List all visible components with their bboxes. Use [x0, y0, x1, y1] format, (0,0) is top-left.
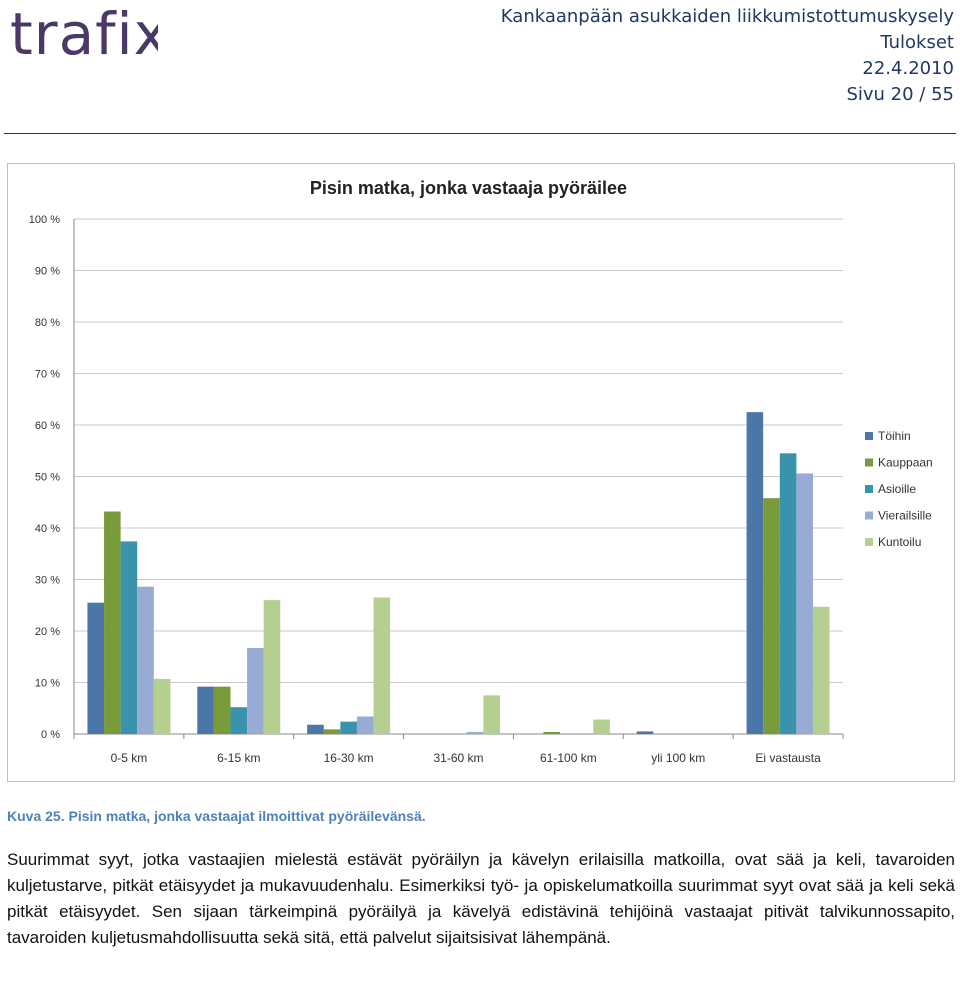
bar [763, 498, 780, 734]
x-tick-label: 6-15 km [217, 751, 260, 765]
legend-label: Vierailsille [878, 509, 932, 523]
y-tick-label: 50 % [35, 472, 60, 484]
legend-label: Kuntoilu [878, 535, 921, 549]
bar [247, 647, 264, 734]
bar [356, 716, 374, 734]
x-tick-label: yli 100 km [651, 751, 705, 765]
bar [746, 412, 764, 734]
body-paragraph: Suurimmat syyt, jotka vastaajien mielest… [7, 847, 955, 951]
legend-swatch [865, 511, 873, 520]
document-date: 22.4.2010 [862, 58, 954, 79]
x-tick-label: 31-60 km [433, 751, 483, 765]
page-number: Sivu 20 / 55 [846, 84, 954, 105]
y-tick-label: 0 % [41, 729, 60, 741]
paragraph-text: Suurimmat syyt, jotka vastaajien mielest… [7, 850, 955, 947]
document-title: Kankaanpään asukkaiden liikkumistottumus… [500, 6, 954, 27]
x-tick-label: 0-5 km [111, 751, 148, 765]
legend-swatch [865, 538, 873, 546]
x-tick-label: 16-30 km [324, 751, 374, 765]
bar [120, 541, 138, 734]
bar [340, 721, 357, 734]
bar [197, 686, 214, 734]
chart-frame: Pisin matka, jonka vastaaja pyöräilee 0 %… [7, 163, 955, 782]
bar [104, 511, 121, 734]
bar [307, 724, 324, 734]
x-tick-label: Ei vastausta [755, 751, 821, 765]
bar [230, 707, 248, 734]
chart-title: Pisin matka, jonka vastaaja pyöräilee [310, 178, 627, 198]
y-tick-label: 100 % [29, 214, 60, 226]
document-header: Kankaanpään asukkaiden liikkumistottumus… [501, 4, 954, 108]
y-tick-label: 10 % [35, 678, 60, 690]
bar-chart: Pisin matka, jonka vastaaja pyöräilee 0 %… [29, 178, 933, 765]
bar [543, 731, 561, 734]
bar [796, 473, 813, 734]
y-tick-label: 60 % [35, 420, 60, 432]
y-tick-label: 70 % [35, 369, 60, 381]
bar [153, 678, 171, 734]
y-tick-label: 20 % [35, 626, 60, 638]
legend-label: Kauppaan [878, 456, 933, 470]
bar [323, 729, 341, 734]
trafix-logo: trafix [10, 0, 158, 68]
bar [779, 453, 797, 734]
bar [87, 602, 105, 734]
bar [373, 597, 391, 734]
legend-label: Asioille [878, 482, 916, 496]
y-tick-label: 90 % [35, 266, 60, 278]
bar [466, 731, 484, 734]
document-subtitle: Tulokset [880, 32, 954, 53]
bar [812, 606, 830, 734]
bar [263, 600, 281, 734]
x-tick-label: 61-100 km [540, 751, 597, 765]
figure-caption: Kuva 25. Pisin matka, jonka vastaajat il… [7, 808, 426, 824]
legend-label: Töihin [878, 429, 911, 443]
legend-swatch [865, 485, 873, 493]
bar [636, 731, 654, 734]
y-tick-label: 30 % [35, 575, 60, 587]
logo-text: trafix [10, 0, 158, 68]
header-divider [4, 133, 956, 134]
y-tick-label: 80 % [35, 317, 60, 329]
bar [593, 719, 610, 734]
y-tick-label: 40 % [35, 523, 60, 535]
bar [213, 686, 231, 734]
legend-swatch [865, 458, 873, 467]
legend-swatch [865, 432, 873, 440]
bar [483, 695, 500, 734]
bar [137, 586, 154, 734]
